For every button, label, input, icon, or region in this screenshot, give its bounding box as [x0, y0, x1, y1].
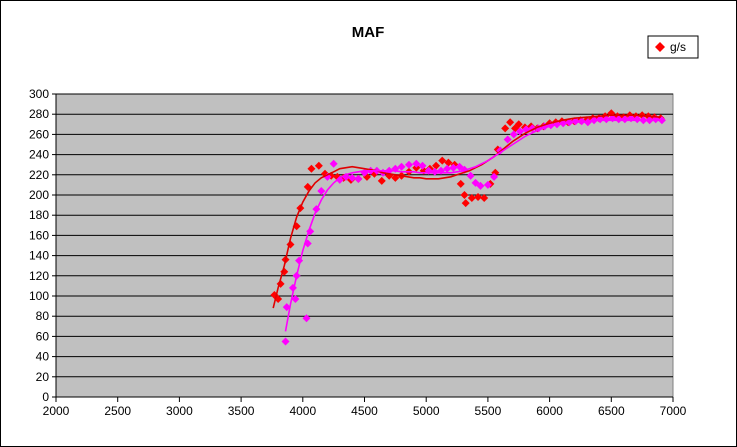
data-point-series-2 [348, 173, 357, 182]
data-point-series-1 [307, 164, 316, 173]
x-tick-label: 3500 [228, 404, 255, 418]
y-tick-label: 260 [29, 127, 49, 141]
y-tick-label: 60 [36, 329, 50, 343]
data-point-series-2 [335, 175, 344, 184]
data-point-series-2 [571, 117, 580, 126]
chart-title: MAF [352, 24, 385, 41]
x-tick-label: 4500 [351, 404, 378, 418]
y-tick-label: 40 [36, 350, 50, 364]
y-tick-label: 20 [36, 370, 50, 384]
data-point-series-2 [596, 115, 605, 124]
data-point-series-2 [449, 163, 458, 172]
y-tick-label: 180 [29, 208, 49, 222]
data-point-series-2 [323, 172, 332, 181]
plot-area: 0 20 40 60 80 100 120 140 160 180 200 220 240 260 280 3… [29, 87, 687, 418]
data-point-series-2 [397, 162, 406, 171]
data-point-series-1 [506, 118, 515, 127]
data-point-series-1 [474, 193, 483, 202]
y-tick-label: 140 [29, 249, 49, 263]
data-point-series-2 [430, 167, 439, 176]
data-point-series-2 [620, 115, 629, 124]
y-tick-label: 120 [29, 269, 49, 283]
data-point-series-1 [514, 120, 523, 129]
data-point-series-2 [281, 337, 290, 346]
data-point-series-1 [456, 179, 465, 188]
data-point-series-1 [467, 194, 476, 203]
trendline-1 [272, 114, 661, 309]
data-point-series-1 [501, 124, 510, 133]
x-tick-label: 6000 [536, 404, 563, 418]
y-tick-label: 280 [29, 107, 49, 121]
data-point-series-2 [509, 130, 518, 139]
data-point-series-2 [483, 180, 492, 189]
data-point-series-1 [432, 161, 441, 170]
data-point-series-2 [443, 164, 452, 173]
data-point-series-1 [480, 194, 489, 203]
x-tick-label: 5000 [413, 404, 440, 418]
legend: g/s [647, 35, 699, 59]
x-tick-label: 4000 [289, 404, 316, 418]
y-tick-label: 240 [29, 148, 49, 162]
data-point-series-2 [633, 115, 642, 124]
data-point-series-1 [461, 199, 470, 208]
data-point-series-2 [412, 159, 421, 168]
plot-background [55, 93, 674, 398]
data-point-series-2 [490, 172, 499, 181]
data-point-series-2 [329, 159, 338, 168]
data-point-series-1 [438, 156, 447, 165]
trendline-2 [284, 119, 661, 332]
data-point-series-2 [354, 174, 363, 183]
data-point-series-1 [314, 161, 323, 170]
legend-marker [655, 42, 665, 52]
y-tick-label: 80 [36, 309, 50, 323]
data-point-series-1 [412, 163, 421, 172]
data-point-series-1 [460, 191, 469, 199]
data-point-series-2 [657, 116, 666, 125]
x-tick-label: 3000 [166, 404, 193, 418]
x-tick-label: 2000 [43, 404, 70, 418]
data-point-series-2 [476, 181, 485, 190]
y-tick-label: 100 [29, 289, 49, 303]
data-point-series-2 [302, 314, 311, 323]
data-point-series-2 [466, 171, 475, 180]
data-point-series-2 [418, 161, 427, 170]
y-tick-label: 0 [42, 390, 49, 404]
y-tick-label: 300 [29, 87, 49, 101]
data-point-series-2 [282, 303, 291, 312]
data-point-series-2 [404, 160, 413, 169]
x-tick-label: 7000 [660, 404, 687, 418]
data-point-series-1 [377, 176, 386, 185]
y-tick-label: 160 [29, 228, 49, 242]
legend-box [647, 35, 699, 59]
y-tick-label: 200 [29, 188, 49, 202]
data-point-series-2 [291, 295, 300, 304]
data-point-series-2 [317, 186, 326, 195]
x-tick-label: 5500 [475, 404, 502, 418]
legend-label: g/s [670, 40, 686, 54]
data-point-series-2 [614, 115, 623, 124]
x-tick-label: 2500 [104, 404, 131, 418]
data-point-series-2 [602, 115, 611, 124]
y-tick-label: 220 [29, 168, 49, 182]
x-tick-label: 6500 [598, 404, 625, 418]
data-point-series-1 [444, 158, 453, 167]
data-point-series-2 [503, 135, 512, 144]
data-point-series-2 [515, 127, 524, 136]
